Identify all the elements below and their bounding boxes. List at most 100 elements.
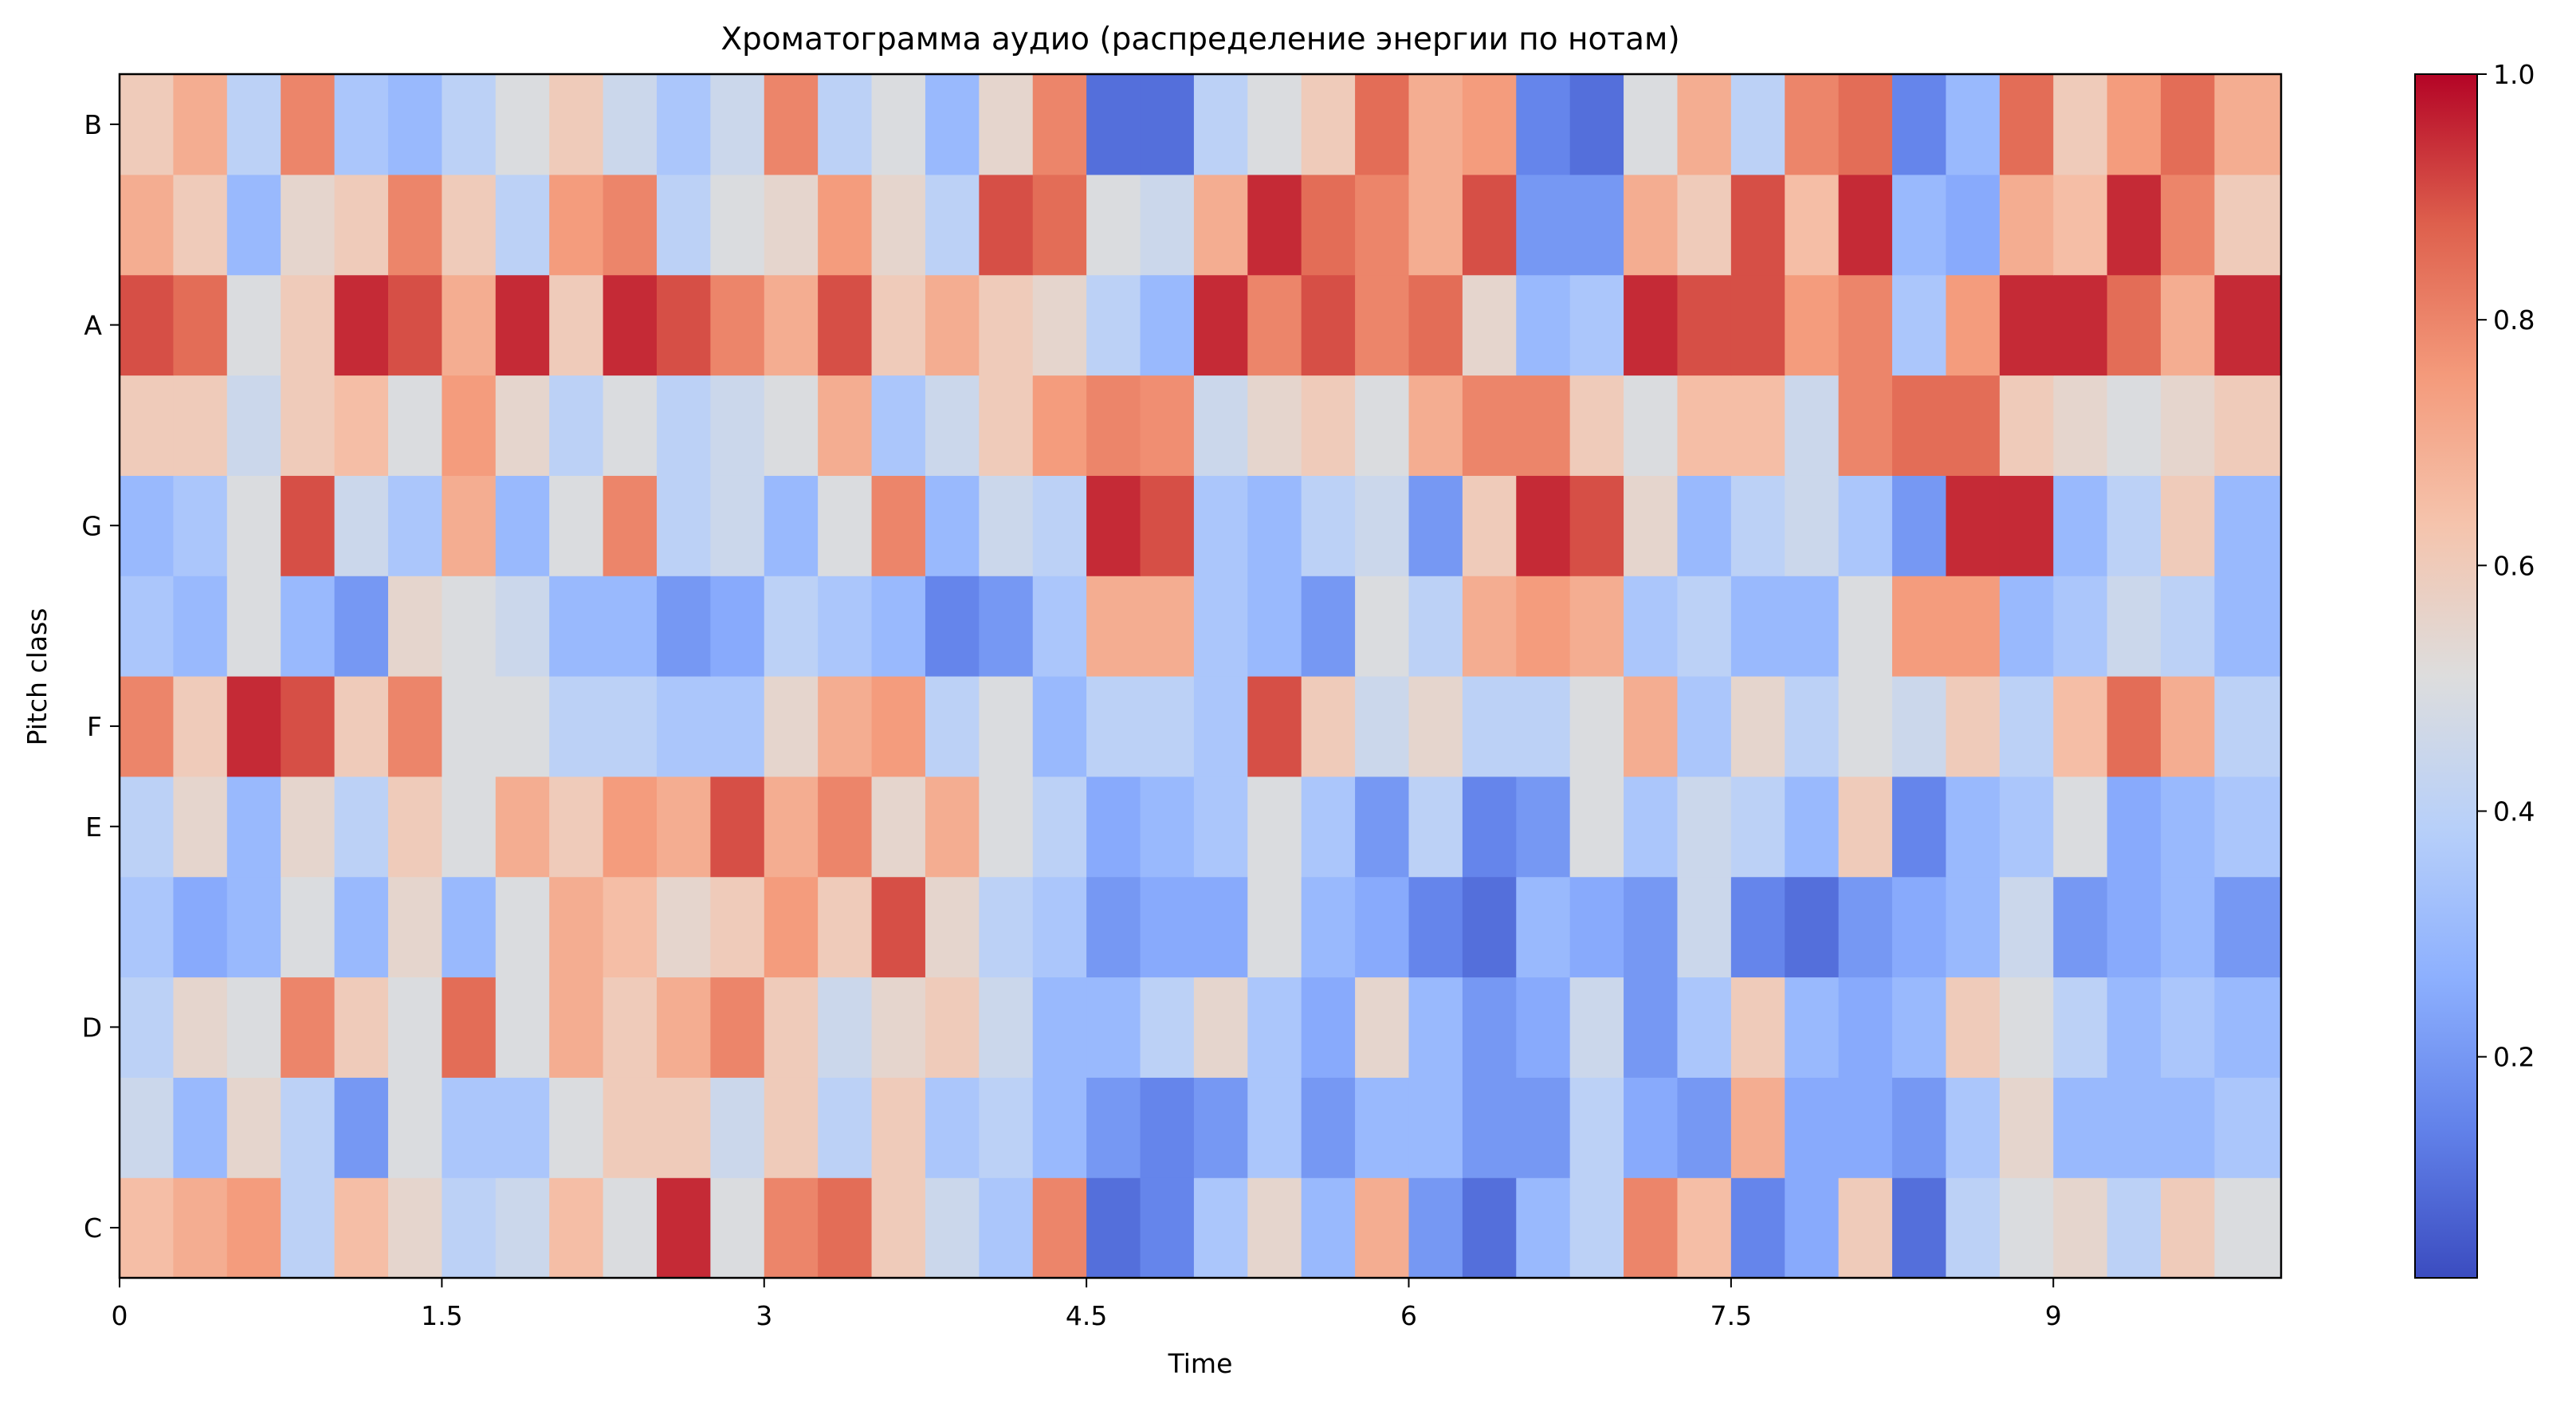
heatmap-cell-D#-16: [979, 876, 1034, 978]
y-axis-label: Pitch class: [22, 608, 53, 746]
heatmap-cell-A#-17: [1032, 174, 1087, 276]
heatmap-cell-B-3: [281, 74, 336, 175]
heatmap-cell-E-13: [818, 776, 873, 878]
heatmap-cell-G-18: [1086, 475, 1141, 576]
heatmap-cell-D-26: [1516, 977, 1571, 1078]
heatmap-cell-F#-26: [1516, 576, 1571, 677]
heatmap-cell-C#-30: [1730, 1077, 1785, 1178]
heatmap-cell-C-25: [1462, 1177, 1517, 1279]
heatmap-cell-D-16: [979, 977, 1034, 1078]
heatmap-cell-A#-20: [1193, 174, 1248, 276]
heatmap-cell-A#-35: [1999, 174, 2054, 276]
heatmap-cell-C-1: [173, 1177, 228, 1279]
heatmap-cell-F#-5: [387, 576, 442, 677]
heatmap-cell-G#-5: [387, 375, 442, 476]
heatmap-cell-G#-4: [334, 375, 389, 476]
heatmap-cell-F#-13: [818, 576, 873, 677]
heatmap-cell-D-17: [1032, 977, 1087, 1078]
heatmap-cell-G#-25: [1462, 375, 1517, 476]
heatmap-cell-C#-12: [764, 1077, 819, 1178]
heatmap-cell-F-39: [2214, 676, 2282, 777]
heatmap-cell-G#-20: [1193, 375, 1248, 476]
heatmap-cell-C#-33: [1892, 1077, 1947, 1178]
heatmap-cell-A#-36: [2053, 174, 2108, 276]
heatmap-cell-B-25: [1462, 74, 1517, 175]
heatmap-cell-F#-31: [1785, 576, 1840, 677]
heatmap-cell-C#-3: [281, 1077, 336, 1178]
heatmap-cell-G-6: [442, 475, 497, 576]
heatmap-cell-D#-15: [925, 876, 980, 978]
heatmap-cell-F-11: [710, 676, 765, 777]
heatmap-cell-D-19: [1140, 977, 1195, 1078]
heatmap-cell-C#-35: [1999, 1077, 2054, 1178]
heatmap-cell-B-19: [1140, 74, 1195, 175]
heatmap-cell-B-26: [1516, 74, 1571, 175]
heatmap-cell-F-19: [1140, 676, 1195, 777]
heatmap-cell-A#-14: [871, 174, 926, 276]
heatmap-cell-A-32: [1838, 274, 1893, 376]
heatmap-cell-A#-34: [1946, 174, 2001, 276]
heatmap-cell-B-34: [1946, 74, 2001, 175]
heatmap-cell-C-7: [495, 1177, 550, 1279]
heatmap-cell-G#-31: [1785, 375, 1840, 476]
heatmap-cell-A-35: [1999, 274, 2054, 376]
heatmap-cell-F#-7: [495, 576, 550, 677]
heatmap-cell-C-33: [1892, 1177, 1947, 1279]
heatmap-cell-F-3: [281, 676, 336, 777]
heatmap-cell-D#-33: [1892, 876, 1947, 978]
heatmap-cell-G#-16: [979, 375, 1034, 476]
heatmap-cell-D-21: [1247, 977, 1302, 1078]
heatmap-cell-C#-16: [979, 1077, 1034, 1178]
heatmap-cell-F#-38: [2161, 576, 2216, 677]
heatmap-cell-F-15: [925, 676, 980, 777]
heatmap-cell-G#-23: [1355, 375, 1410, 476]
colorbar-axis: 0.2 0.4 0.6 0.8 1.0: [2477, 59, 2535, 1073]
heatmap-cell-E-32: [1838, 776, 1893, 878]
heatmap-cell-D#-27: [1569, 876, 1624, 978]
heatmap-cell-F#-9: [603, 576, 658, 677]
heatmap-cell-E-19: [1140, 776, 1195, 878]
heatmap-cell-D#-1: [173, 876, 228, 978]
heatmap-cell-D#-5: [387, 876, 442, 978]
heatmap-cell-C-32: [1838, 1177, 1893, 1279]
heatmap-cell-D#-32: [1838, 876, 1893, 978]
heatmap-cell-C-21: [1247, 1177, 1302, 1279]
heatmap-cell-E-23: [1355, 776, 1410, 878]
heatmap-cell-G#-6: [442, 375, 497, 476]
heatmap-cell-D#-14: [871, 876, 926, 978]
heatmap-cell-F-20: [1193, 676, 1248, 777]
heatmap-cell-A#-7: [495, 174, 550, 276]
heatmap-cell-A-16: [979, 274, 1034, 376]
heatmap-cell-D-2: [226, 977, 281, 1078]
heatmap-cell-G-25: [1462, 475, 1517, 576]
heatmap-cell-F-32: [1838, 676, 1893, 777]
heatmap-cell-F-5: [387, 676, 442, 777]
heatmap-cell-B-9: [603, 74, 658, 175]
heatmap-cell-A-37: [2107, 274, 2162, 376]
heatmap-cell-D#-3: [281, 876, 336, 978]
heatmap-cell-A#-10: [656, 174, 711, 276]
heatmap-cell-G#-10: [656, 375, 711, 476]
heatmap-cell-G-15: [925, 475, 980, 576]
heatmap-cell-F#-16: [979, 576, 1034, 677]
x-tick-label: 6: [1400, 1300, 1417, 1331]
heatmap-cell-C#-32: [1838, 1077, 1893, 1178]
heatmap-cell-G-3: [281, 475, 336, 576]
heatmap-cell-D-1: [173, 977, 228, 1078]
heatmap-cell-E-12: [764, 776, 819, 878]
heatmap-cell-F#-17: [1032, 576, 1087, 677]
heatmap-cell-C#-31: [1785, 1077, 1840, 1178]
heatmap-cell-A#-30: [1730, 174, 1785, 276]
heatmap-cell-C-20: [1193, 1177, 1248, 1279]
heatmap-cell-C-38: [2161, 1177, 2216, 1279]
heatmap-cell-G#-38: [2161, 375, 2216, 476]
heatmap-cell-F#-15: [925, 576, 980, 677]
heatmap-cell-E-28: [1624, 776, 1679, 878]
heatmap-cell-F#-8: [549, 576, 604, 677]
heatmap-cell-G-14: [871, 475, 926, 576]
heatmap-cell-D#-26: [1516, 876, 1571, 978]
heatmap-cell-C-13: [818, 1177, 873, 1279]
heatmap-cell-E-30: [1730, 776, 1785, 878]
heatmap-cell-A-20: [1193, 274, 1248, 376]
heatmap-cell-D-30: [1730, 977, 1785, 1078]
